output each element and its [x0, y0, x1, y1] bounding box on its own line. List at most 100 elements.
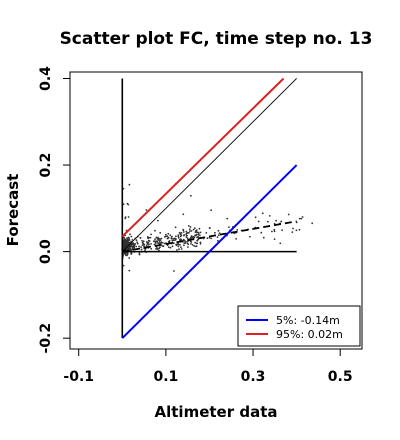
scatter-point: [128, 257, 131, 259]
scatter-point: [218, 232, 221, 235]
scatter-point: [148, 240, 151, 242]
y-tick-label: -0.2: [38, 323, 54, 354]
scatter-point: [159, 246, 161, 249]
scatter-point: [254, 216, 257, 219]
scatter-point: [210, 237, 213, 240]
scatter-point: [154, 240, 156, 243]
scatter-point: [300, 217, 303, 220]
scatter-point: [131, 246, 134, 249]
upper-quantile-line: [121, 77, 285, 238]
scatter-point: [162, 245, 165, 248]
scatter-point: [129, 245, 132, 248]
scatter-point: [271, 230, 273, 233]
scatter-point: [167, 241, 170, 243]
scatter-point: [128, 183, 131, 186]
scatter-point: [228, 226, 230, 229]
scatter-point: [217, 229, 220, 232]
scatter-point: [128, 238, 131, 240]
identity-line: [121, 78, 297, 252]
scatter-point: [182, 213, 185, 216]
scatter-point: [140, 248, 143, 251]
scatter-point: [135, 239, 138, 242]
scatter-point: [157, 242, 160, 245]
scatter-point: [150, 243, 152, 245]
scatter-point: [155, 236, 158, 239]
x-tick-label: -0.1: [63, 369, 94, 385]
scatter-point: [167, 246, 170, 249]
scatter-point: [182, 231, 185, 233]
scatter-point: [291, 231, 294, 234]
y-axis-label: Forecast: [4, 174, 22, 247]
scatter-point: [183, 239, 185, 242]
scatter-point: [257, 220, 260, 223]
scatter-point: [127, 216, 130, 218]
scatter-point: [160, 237, 163, 240]
scatter-point: [131, 239, 134, 241]
ticks-layer: -0.1 0.1 0.3 0.5 -0.2 0.0 0.2 0.4: [38, 66, 353, 385]
x-tick-label: 0.3: [241, 369, 266, 385]
scatter-point: [154, 238, 156, 241]
scatter-point: [298, 217, 301, 220]
scatter-point: [214, 231, 216, 234]
scatter-point: [138, 253, 141, 256]
scatter-point: [185, 240, 187, 243]
scatter-point: [122, 252, 125, 255]
scatter-point: [275, 219, 277, 222]
scatter-point: [183, 234, 186, 236]
scatter-point: [209, 227, 211, 229]
x-tick-label: 0.1: [153, 369, 178, 385]
legend-box: [237, 305, 361, 347]
scatter-point: [123, 242, 126, 245]
scatter-point: [176, 243, 179, 246]
scatter-point: [187, 243, 190, 246]
scatter-point: [172, 238, 175, 240]
scatter-point: [126, 237, 128, 239]
scatter-point: [129, 233, 131, 236]
legend-label: 95%: 0.02m: [276, 328, 343, 341]
scatter-point: [197, 235, 199, 238]
scatter-point: [124, 216, 127, 219]
scatter-point: [186, 237, 189, 240]
scatter-point: [261, 212, 264, 215]
scatter-point: [169, 234, 172, 237]
scatter-point: [177, 245, 180, 248]
x-tick-label: 0.5: [328, 369, 353, 385]
scatter-point: [140, 246, 143, 249]
scatter-point: [262, 236, 265, 239]
scatter-point: [172, 242, 175, 245]
scatter-point: [193, 245, 196, 247]
scatter-point: [195, 242, 198, 245]
scatter-point: [217, 234, 220, 237]
scatter-point: [190, 194, 192, 197]
scatter-point: [136, 242, 139, 245]
y-tick-label: 0.4: [38, 66, 54, 91]
scatter-point: [195, 230, 198, 233]
scatter-point: [178, 248, 180, 251]
chart-title: Scatter plot FC, time step no. 13: [60, 29, 373, 49]
scatter-point: [128, 269, 131, 272]
scatter-point: [210, 209, 213, 212]
scatter-point: [141, 241, 144, 244]
scatter-point: [268, 215, 271, 217]
scatter-point: [188, 228, 191, 231]
scatter-point: [145, 209, 148, 211]
scatter-point: [154, 229, 156, 232]
scatter-point: [132, 242, 134, 244]
scatter-point: [175, 235, 177, 238]
scatter-point: [194, 241, 197, 244]
scatter-point: [249, 235, 251, 238]
lower-quantile-line: [121, 164, 298, 339]
scatter-point: [122, 264, 125, 267]
scatter-point: [136, 241, 139, 244]
scatter-point: [166, 235, 169, 238]
scatter-point: [226, 217, 229, 220]
scatter-point: [157, 219, 159, 222]
scatter-point: [185, 236, 188, 238]
scatter-point: [194, 234, 196, 237]
scatter-point: [205, 232, 208, 234]
scatter-point: [180, 248, 183, 250]
scatter-point: [190, 241, 193, 243]
scatter-point: [149, 236, 152, 239]
